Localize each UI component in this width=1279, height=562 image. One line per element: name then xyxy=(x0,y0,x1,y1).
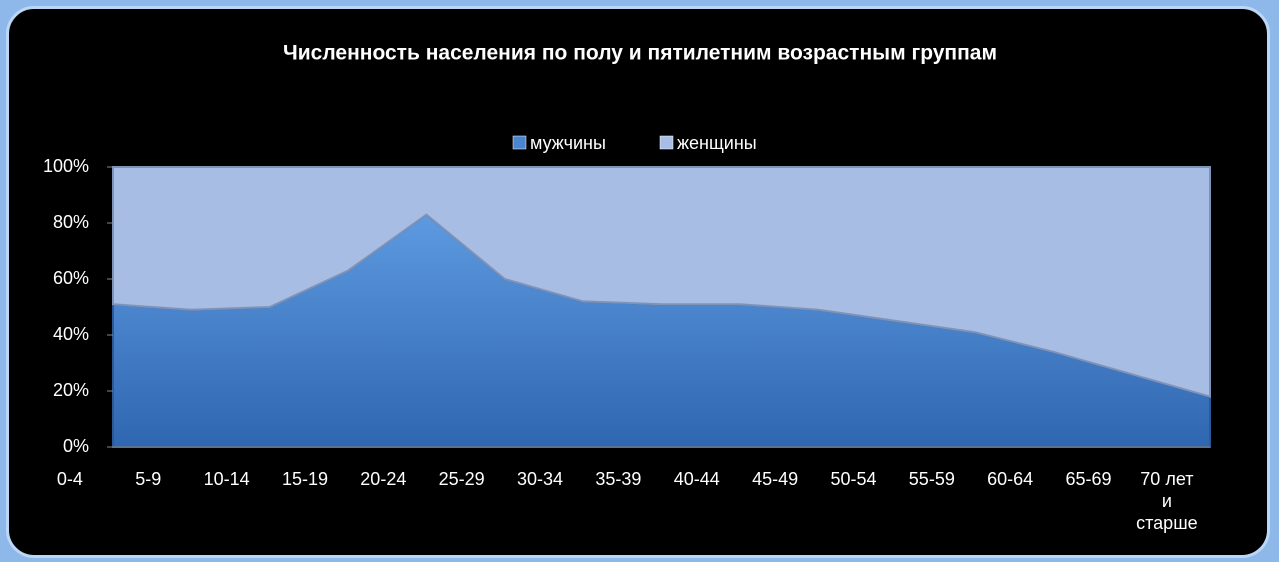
legend-label: женщины xyxy=(677,133,757,153)
y-tick-label: 80% xyxy=(53,212,89,232)
x-tick-label: 45-49 xyxy=(752,469,799,489)
x-tick-label: 15-19 xyxy=(281,469,328,489)
area xyxy=(112,166,1211,398)
x-tick-label: 70 лет и старше xyxy=(1136,469,1198,533)
x-tick-label: 65-69 xyxy=(1065,469,1112,489)
y-tick-label: 0% xyxy=(63,436,89,456)
legend-label: мужчины xyxy=(530,133,606,153)
x-tick-label: 60-64 xyxy=(987,469,1034,489)
legend-swatch xyxy=(512,135,527,150)
x-tick-label: 40-44 xyxy=(673,469,720,489)
x-tick-label: 10-14 xyxy=(203,469,250,489)
x-tick-label: 30-34 xyxy=(517,469,564,489)
x-tick-label: 50-54 xyxy=(830,469,877,489)
y-tick-label: 100% xyxy=(43,156,89,176)
x-tick-label: 0-4 xyxy=(56,469,83,489)
x-tick-label: 20-24 xyxy=(360,469,407,489)
x-tick-label: 25-29 xyxy=(438,469,485,489)
legend-swatch xyxy=(659,135,674,150)
y-tick-label: 40% xyxy=(53,324,89,344)
x-tick-label: 5-9 xyxy=(135,469,162,489)
x-tick-label: 55-59 xyxy=(908,469,955,489)
x-tick-label: 35-39 xyxy=(595,469,642,489)
y-tick-label: 60% xyxy=(53,268,89,288)
y-tick-label: 20% xyxy=(53,380,89,400)
chart-title: Численность населения по полу и пятилетн… xyxy=(283,42,997,65)
